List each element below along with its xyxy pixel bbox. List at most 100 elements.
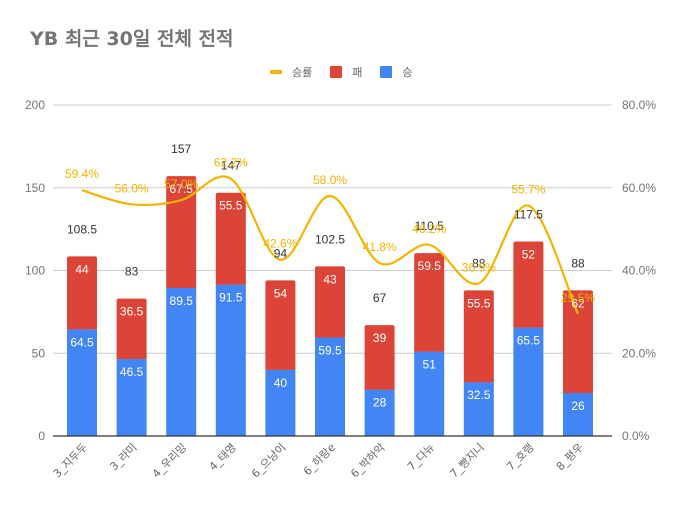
bar-loss-base [463,379,494,383]
bar-loss-base [513,324,544,328]
win-value-label: 59.5 [318,344,342,358]
total-value-label: 117.5 [514,208,543,222]
bar-win [364,389,395,436]
bar-win [265,369,296,436]
bar-loss-base [563,389,593,393]
bar-loss-base [166,284,197,288]
bar-loss [563,290,593,393]
legend-item-win-rate[interactable]: 승률 [270,64,312,80]
win-rate-label: 41.8% [363,240,397,254]
win-rate-label: 55.7% [511,183,545,197]
bar-loss [265,280,296,370]
win-rate-label: 36.9% [462,260,496,274]
bars [67,176,593,436]
bar-loss-base [315,334,345,338]
bar-win [463,382,494,436]
bar-loss-base [265,366,296,370]
y2-tick-label: 80.0% [622,98,656,112]
x-tick-label: 6_하랑e [300,440,338,478]
bar-loss [215,192,246,285]
win-value-label: 28 [373,396,387,410]
win-rate-label: 29.5% [561,291,595,305]
total-value-label: 88 [472,256,486,270]
x-tick-label: 6_박하악 [348,440,388,480]
win-value-label: 26 [571,399,585,413]
win-rate-label: 62.2% [214,156,248,170]
bar-loss [116,298,147,360]
bar-loss-base [116,356,147,360]
total-value-label: 147 [221,159,241,173]
left-axis: 0 50 100 150 200 [25,98,45,443]
bar-win [166,287,197,436]
x-tick-label: 8_평우 [554,441,586,473]
bar-loss [364,325,395,390]
bar-win [414,351,445,436]
bar-loss [315,266,345,338]
loss-value-label: 55.5 [467,296,491,310]
bar-loss-base [215,281,246,285]
loss-value-label: 44 [75,262,89,276]
y2-tick-label: 60.0% [622,181,656,195]
y2-tick-label: 0.0% [622,429,650,443]
y2-tick-label: 20.0% [622,346,656,360]
win-value-label: 89.5 [170,294,194,308]
bar-loss-base [414,348,445,352]
win-value-label: 46.5 [120,365,144,379]
bar-win [67,329,97,436]
loss-value-label: 55.5 [219,199,243,213]
bar-win [563,392,593,436]
total-value-label: 102.5 [315,232,345,246]
win-value-label: 51 [423,358,437,372]
win-rate-label: 42.6% [263,237,297,251]
total-value-label: 110.5 [415,219,444,233]
bar-loss [67,256,97,330]
loss-value-label: 59.5 [418,259,442,273]
legend-item-win[interactable]: 승 [380,64,413,80]
legend-line-swatch [270,70,282,74]
bar-win [315,337,345,436]
loss-value-label: 43 [323,272,337,286]
win-value-label: 40 [274,376,288,390]
win-rate-label: 56.0% [115,181,149,195]
bar-loss-base [364,386,395,390]
win-value-label: 64.5 [70,335,94,349]
bar-loss [414,253,445,352]
x-tick-label: 3_라미 [107,441,139,473]
bar-win [116,359,147,436]
total-value-label: 67 [373,291,387,305]
win-rate-label: 59.4% [65,167,99,181]
legend-label: 패 [352,66,363,79]
x-tick-label: 7_호랭 [504,441,536,473]
loss-value-label: 54 [274,286,288,300]
legend-box-swatch [380,66,393,78]
right-axis: 0.0% 20.0% 40.0% 60.0% 80.0% [622,98,656,443]
total-value-label: 83 [125,265,139,279]
bar-win [215,284,246,436]
data-labels: 64.5 44 108.5 59.4% 46.5 36.5 83 56.0% 89.5 67.5 1… [65,142,595,413]
y-tick-label: 100 [25,264,45,278]
total-value-label: 108.5 [67,222,97,236]
win-rate-label: 46.2% [412,222,446,236]
x-tick-label: 3_지두두 [51,441,90,480]
bar-loss [513,241,544,328]
bar-loss [166,176,197,288]
chart-legend: 승률 패 승 [270,64,431,80]
loss-value-label: 36.5 [120,305,144,319]
y-tick-label: 200 [25,98,45,112]
chart-title: YB 최근 30일 전체 전적 [30,28,234,50]
bar-loss-base [67,326,97,330]
win-value-label: 65.5 [517,334,541,348]
y-tick-label: 50 [32,346,46,360]
loss-value-label: 39 [373,331,387,345]
win-rate-label: 58.0% [313,173,347,187]
x-tick-label: 7_빵지니 [447,441,486,480]
win-rate-line [81,175,580,315]
legend-label: 승 [402,66,413,79]
x-tick-label: 4_우리밍 [150,441,189,480]
legend-item-loss[interactable]: 패 [330,64,362,80]
total-value-label: 157 [171,142,191,156]
loss-value-label: 52 [522,248,536,262]
x-tick-label: 4_태영 [207,441,239,473]
total-value-label: 94 [274,246,288,260]
